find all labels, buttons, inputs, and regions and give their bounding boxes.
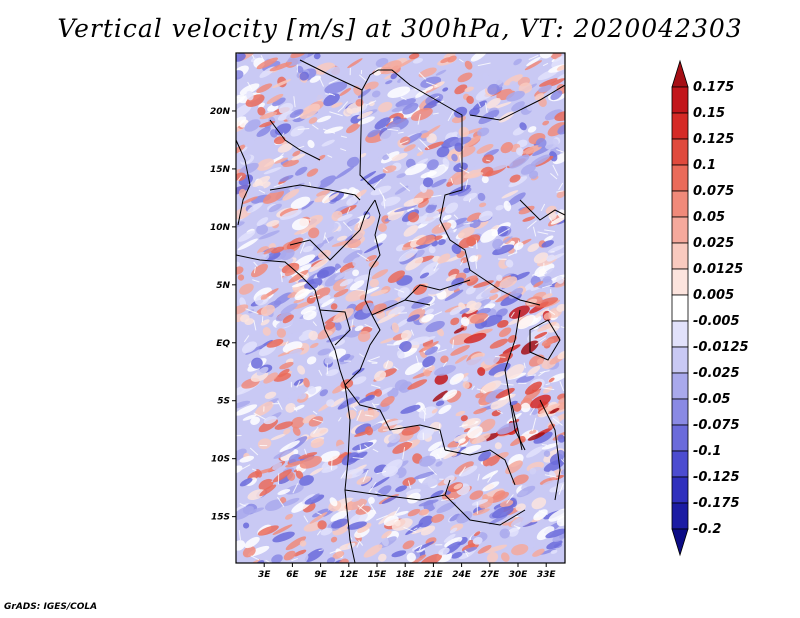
lat-tick-label: 5N (216, 281, 230, 291)
colorbar-segment (671, 190, 689, 218)
colorbar-segment (671, 502, 689, 530)
velocity-field (236, 53, 565, 563)
colorbar: 0.175 0.15 0.125 0.1 0.075 0.05 0.025 0.0125 0.0… (671, 59, 749, 557)
lon-tick-label: 24E (452, 570, 472, 580)
lon-tick-label: 3E (258, 570, 271, 580)
colorbar-label: -0.125 (693, 470, 740, 485)
lon-tick-label: 27E (480, 570, 500, 580)
colorbar-segment (671, 450, 689, 478)
border-car-drc (404, 279, 471, 301)
map-frame (235, 52, 566, 564)
lon-tick-label: 12E (339, 570, 359, 580)
colorbar-label: 0.125 (693, 132, 734, 147)
colorbar-segment (671, 528, 689, 557)
lon-tick-label: 15E (368, 570, 388, 580)
border-zambia-zimbabwe (444, 494, 526, 526)
colorbar-segment (671, 216, 689, 244)
lat-tick-label: 15N (210, 165, 231, 175)
colorbar-label: -0.0125 (693, 340, 749, 355)
colorbar-label: 0.0125 (693, 262, 743, 277)
border-gabon (319, 309, 351, 346)
colorbar-label: 0.175 (693, 80, 734, 95)
border-coastline-nw (236, 139, 251, 226)
border-cameroon-car (364, 199, 431, 316)
lat-tick-label: 20N (210, 107, 231, 117)
colorbar-label: -0.175 (693, 496, 740, 511)
colorbar-segment (671, 398, 689, 426)
colorbar-label: -0.025 (693, 366, 740, 381)
colorbar-segment (671, 320, 689, 348)
border-tanzania (539, 399, 561, 501)
colorbar-segment (671, 424, 689, 452)
border-mali-niger (269, 119, 321, 161)
colorbar-label: -0.1 (693, 444, 721, 459)
lat-tick-label: 10S (211, 455, 230, 465)
colorbar-label: 0.15 (693, 106, 725, 121)
border-angola-namibia (344, 479, 451, 501)
border-nigeria-cameroon (289, 199, 376, 261)
border-algeria-niger (299, 59, 363, 91)
border-sudan-ethiopia (469, 84, 565, 121)
lon-tick-label: 21E (424, 570, 444, 580)
border-chad-sudan (439, 219, 541, 306)
colorbar-label: 0.05 (693, 210, 725, 225)
border-drc-zambia (444, 449, 516, 486)
border-niger-nigeria (269, 184, 361, 201)
colorbar-label: -0.075 (693, 418, 740, 433)
border-libya-sudan (378, 69, 463, 221)
colorbar-label: 0.005 (693, 288, 734, 303)
lon-tick-label: 30E (509, 570, 529, 580)
colorbar-segment (671, 164, 689, 192)
colorbar-segment (671, 268, 689, 296)
border-drc-east (504, 309, 526, 451)
lat-tick-label: 15S (211, 513, 230, 523)
colorbar-segment (671, 476, 689, 504)
colorbar-segment (671, 372, 689, 400)
lon-tick-label: 9E (314, 570, 327, 580)
border-lake-tanganyika (511, 404, 523, 451)
longitude-axis: 3E 6E 9E 12E 15E 18E 21E 24E 27E 30E 33E (258, 563, 556, 580)
colorbar-segment (671, 242, 689, 270)
colorbar-label: -0.05 (693, 392, 730, 407)
colorbar-segment (671, 138, 689, 166)
lon-tick-label: 6E (286, 570, 299, 580)
colorbar-label: -0.2 (693, 522, 721, 537)
colorbar-segment (671, 346, 689, 374)
grads-credit: GrADS: IGES/COLA (4, 602, 98, 612)
colorbar-segment (671, 59, 689, 88)
colorbar-label: 0.025 (693, 236, 734, 251)
latitude-axis: 20N 15N 10N 5N EQ 5S 10S 15S (210, 107, 236, 523)
colorbar-segment (671, 86, 689, 114)
colorbar-segment (671, 294, 689, 322)
colorbar-label: 0.075 (693, 184, 734, 199)
border-congo-drc (344, 314, 381, 386)
colorbar-label: -0.005 (693, 314, 740, 329)
border-coastline-west (236, 254, 356, 563)
lat-tick-label: EQ (216, 339, 230, 349)
map-title: Vertical velocity [m/s] at 300hPa, VT: 2… (57, 14, 743, 43)
lon-tick-label: 18E (396, 570, 416, 580)
colorbar-segment (671, 112, 689, 140)
border-drc-angola (344, 384, 446, 451)
border-lake-victoria (529, 319, 561, 361)
lat-tick-label: 5S (217, 397, 230, 407)
border-ethiopia (519, 199, 565, 221)
colorbar-label: 0.1 (693, 158, 716, 173)
country-borders (236, 59, 565, 563)
lat-tick-label: 10N (210, 223, 231, 233)
lon-tick-label: 33E (537, 570, 557, 580)
